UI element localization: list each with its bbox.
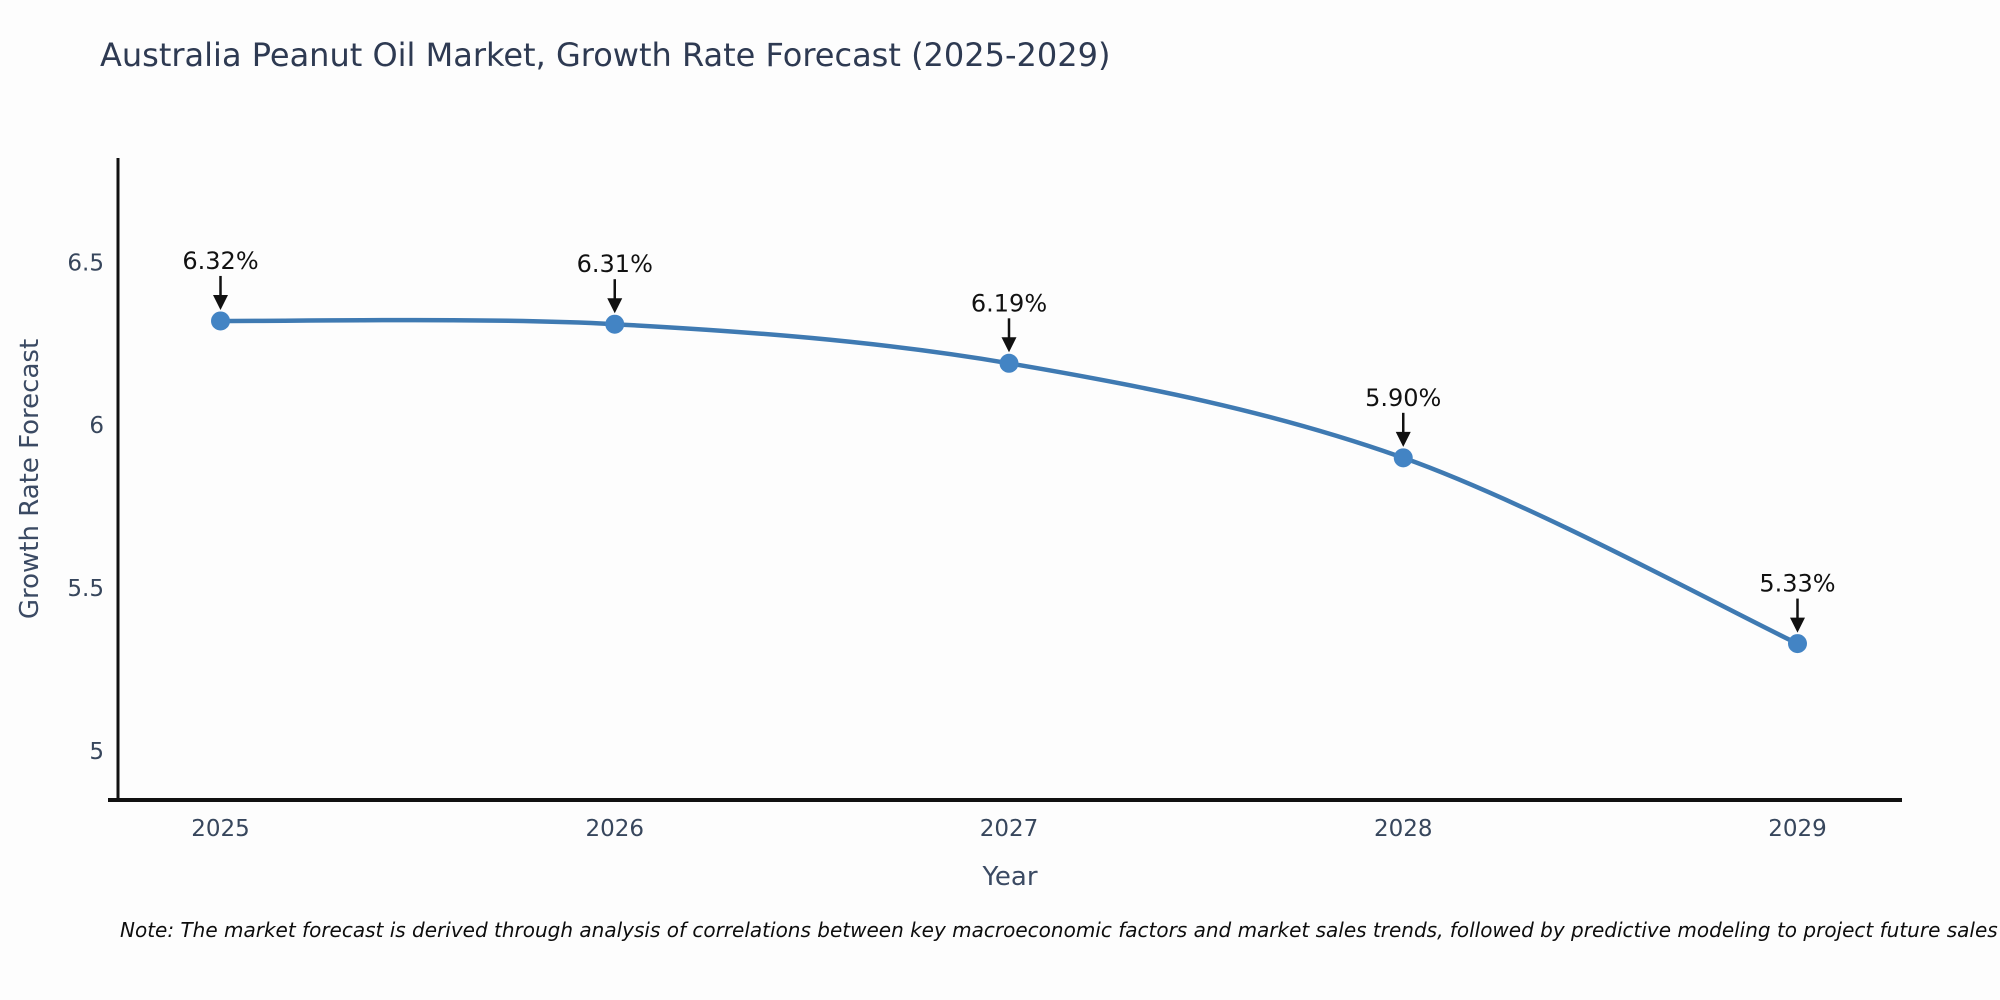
x-tick-label: 2028 bbox=[1374, 816, 1433, 842]
data-point-label: 5.33% bbox=[1759, 570, 1835, 598]
annotation-arrowhead bbox=[607, 298, 623, 314]
data-point-label: 6.31% bbox=[577, 250, 653, 278]
x-tick-label: 2026 bbox=[585, 816, 644, 842]
data-point bbox=[605, 314, 625, 334]
data-point-label: 5.90% bbox=[1365, 384, 1441, 412]
annotation-arrowhead bbox=[1001, 337, 1017, 353]
chart-title: Australia Peanut Oil Market, Growth Rate… bbox=[100, 36, 1111, 74]
x-tick-label: 2029 bbox=[1768, 816, 1827, 842]
data-point bbox=[1787, 634, 1807, 654]
y-tick-label: 5.5 bbox=[67, 576, 104, 602]
y-tick-label: 6.5 bbox=[67, 250, 104, 276]
x-axis-title: Year bbox=[982, 862, 1038, 892]
data-point bbox=[1393, 448, 1413, 468]
annotation-arrowhead bbox=[1395, 431, 1411, 447]
data-point-label: 6.19% bbox=[971, 289, 1047, 317]
data-point-label: 6.32% bbox=[182, 247, 258, 275]
data-point bbox=[211, 311, 231, 331]
x-tick-label: 2025 bbox=[191, 816, 250, 842]
y-tick-label: 5 bbox=[89, 739, 104, 765]
annotation-arrowhead bbox=[213, 294, 229, 310]
data-point bbox=[999, 353, 1019, 373]
x-tick-label: 2027 bbox=[980, 816, 1039, 842]
annotation-arrowhead bbox=[1789, 617, 1805, 633]
y-tick-label: 6 bbox=[89, 413, 104, 439]
footnote: Note: The market forecast is derived thr… bbox=[120, 918, 1998, 942]
